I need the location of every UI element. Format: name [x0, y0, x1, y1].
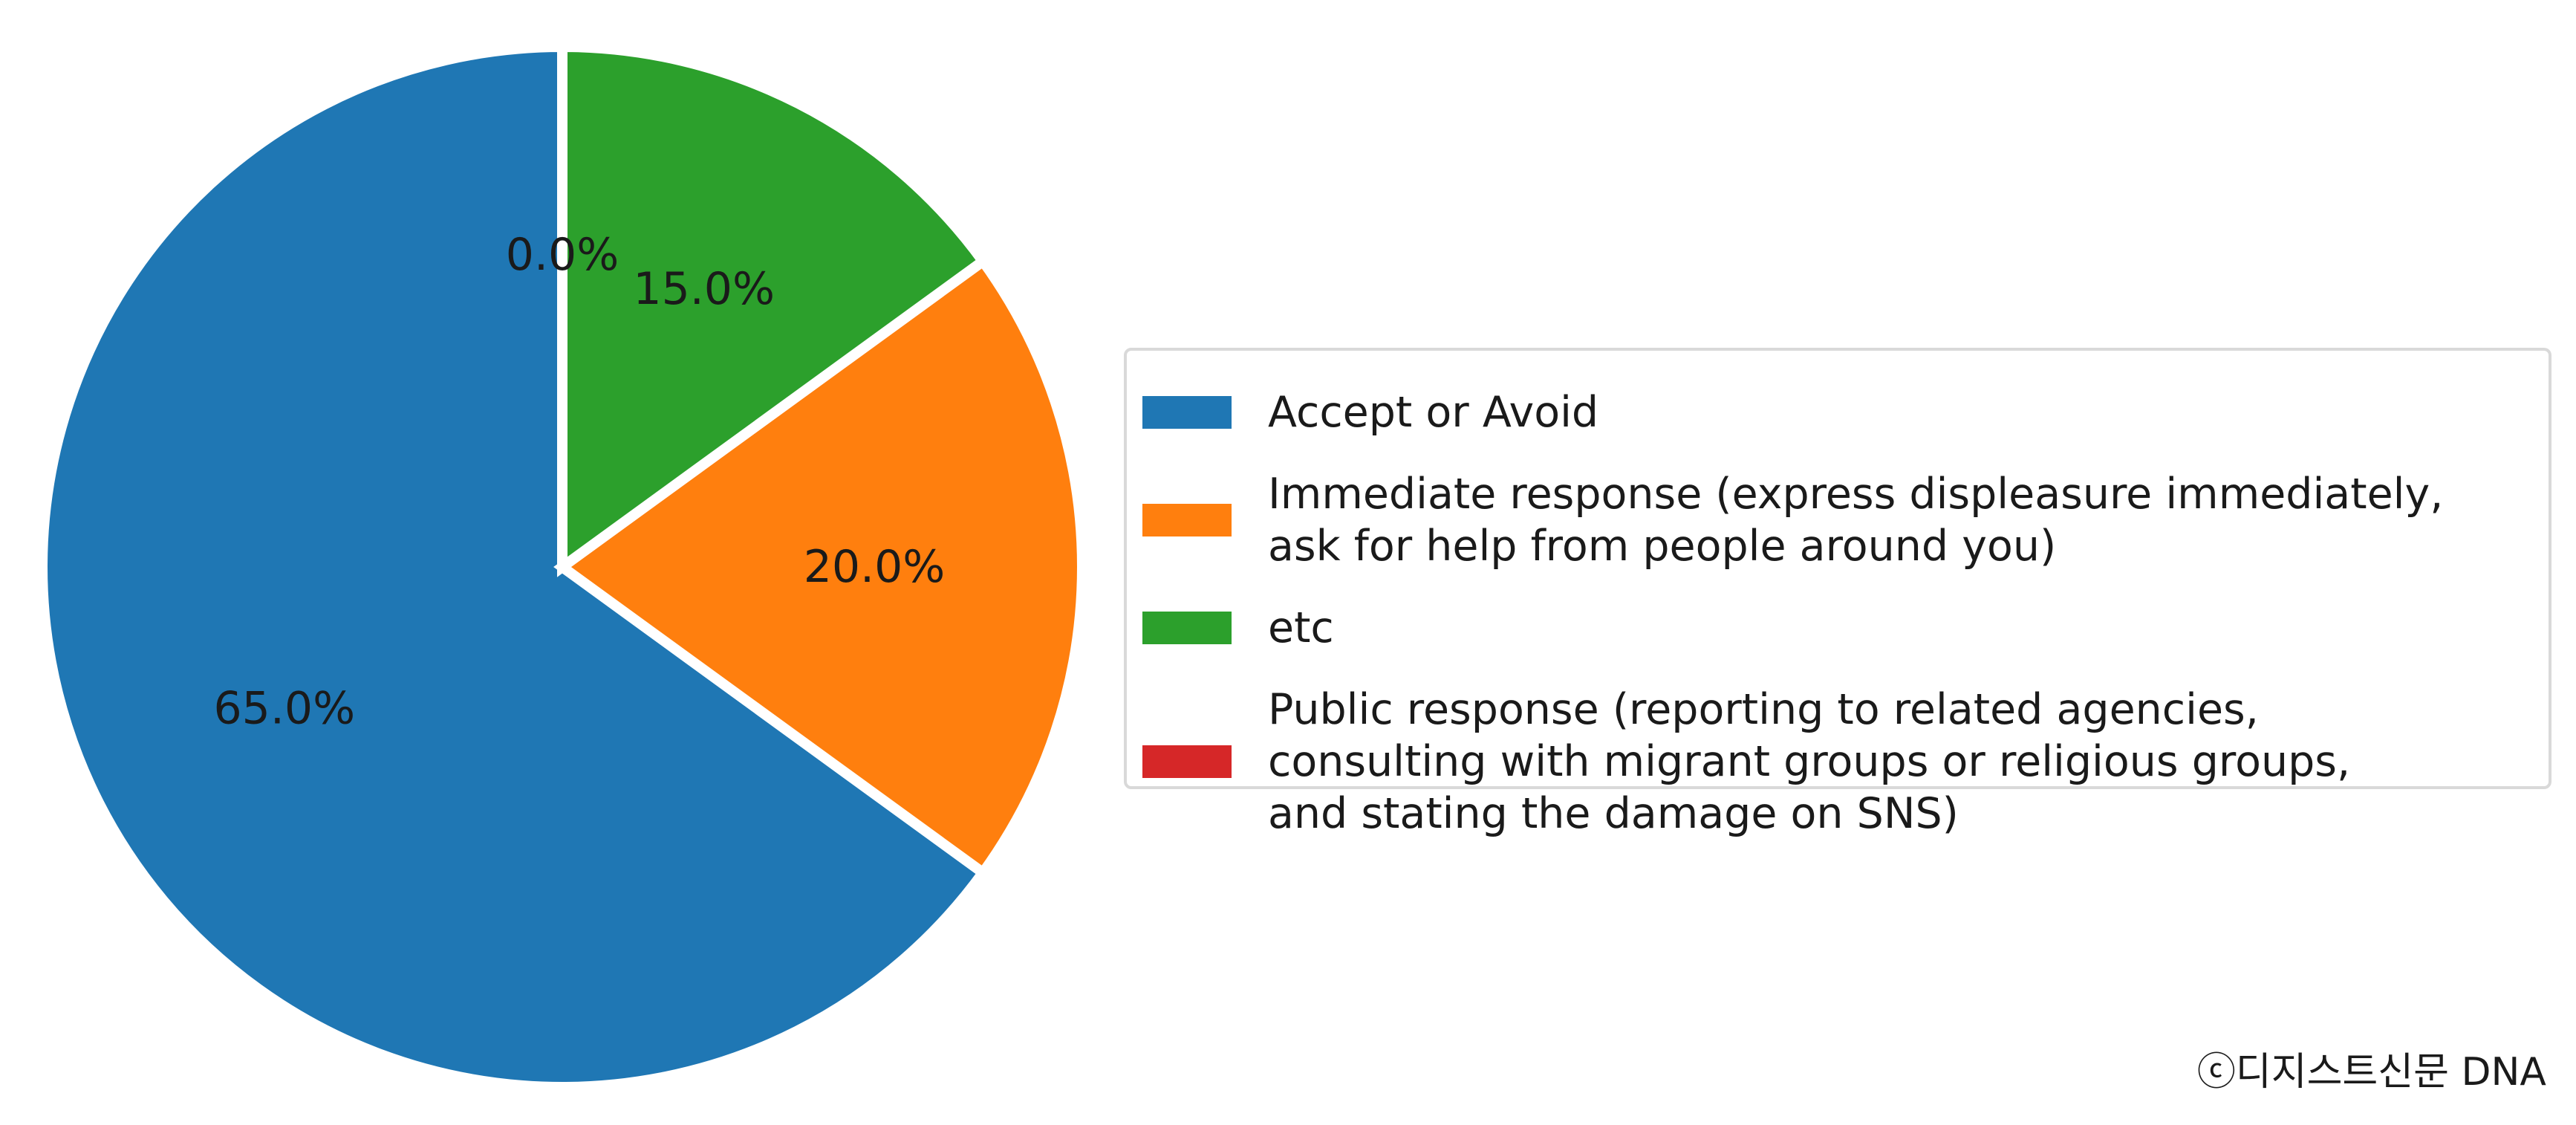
- legend-frame: [1124, 348, 2551, 789]
- percentage-labels: 65.0% 20.0% 15.0% 0.0%: [213, 229, 945, 735]
- pie-slice: [557, 41, 991, 577]
- legend: Accept or Avoid Immediate response (expre…: [1124, 348, 2551, 838]
- pie-slice: [36, 41, 991, 1092]
- legend-swatch: [1142, 612, 1232, 644]
- pie-slice: [553, 253, 1087, 881]
- legend-swatch: [1142, 745, 1232, 778]
- percentage-label: 0.0%: [506, 229, 619, 281]
- legend-label: etc: [1268, 603, 1334, 652]
- percentage-label: 15.0%: [633, 263, 775, 315]
- percentage-label: 65.0%: [213, 683, 355, 735]
- legend-swatch: [1142, 504, 1232, 536]
- legend-items: Accept or Avoid Immediate response (expre…: [1142, 388, 2443, 838]
- pie-slices: [36, 41, 1087, 1092]
- percentage-label: 20.0%: [804, 541, 946, 593]
- legend-label: Accept or Avoid: [1268, 388, 1598, 437]
- legend-label: Public response (reporting to related ag…: [1268, 685, 2350, 838]
- legend-swatch: [1142, 396, 1232, 429]
- legend-label: Immediate response (express displeasure …: [1268, 470, 2443, 571]
- copyright-credit: ⓒ디지스트신문 DNA: [2197, 1050, 2547, 1095]
